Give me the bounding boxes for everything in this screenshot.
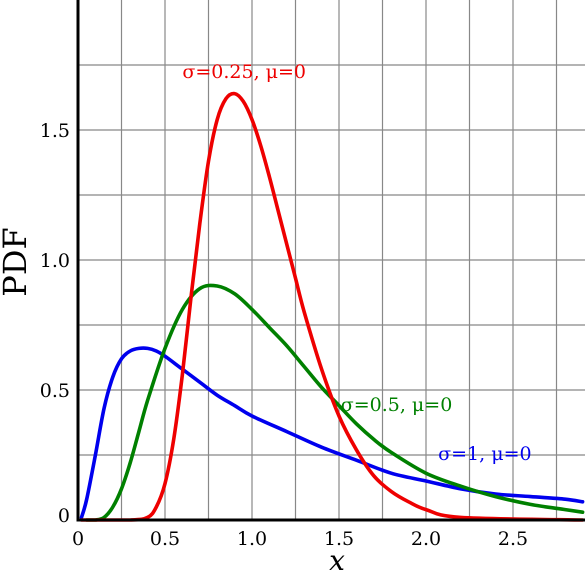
- x-tick-label: 1.0: [237, 528, 267, 550]
- series-layer: [79, 91, 585, 522]
- series-annotation: σ=0.5, μ=0: [341, 394, 453, 416]
- grid-lines: [78, 0, 585, 520]
- series-line-sigma-1: [79, 346, 585, 520]
- x-tick-label: 0: [72, 528, 84, 550]
- series-annotation: σ=0.25, μ=0: [182, 61, 306, 83]
- series-line-sigma-0-25: [79, 91, 585, 522]
- x-axis-title: x: [329, 544, 345, 577]
- y-tick-label: 0.5: [40, 380, 70, 402]
- y-tick-label: 1.0: [40, 250, 70, 272]
- x-tick-label: 0.5: [150, 528, 180, 550]
- series-annotation: σ=1, μ=0: [438, 443, 531, 465]
- tick-labels: 0 0.5 1.0 1.5 2.0 2.5 0 0.5 1.0 1.5: [40, 120, 528, 550]
- series-line-sigma-0-5: [84, 283, 585, 522]
- axes: [76, 0, 585, 522]
- x-tick-label: 2.0: [411, 528, 441, 550]
- y-tick-label: 0: [58, 505, 70, 527]
- x-tick-label: 2.5: [498, 528, 528, 550]
- x-tick-label: 1.5: [324, 528, 354, 550]
- y-tick-label: 1.5: [40, 120, 70, 142]
- y-axis-title: PDF: [0, 227, 34, 296]
- series-annotations: σ=0.25, μ=0 σ=0.5, μ=0 σ=1, μ=0: [182, 61, 531, 465]
